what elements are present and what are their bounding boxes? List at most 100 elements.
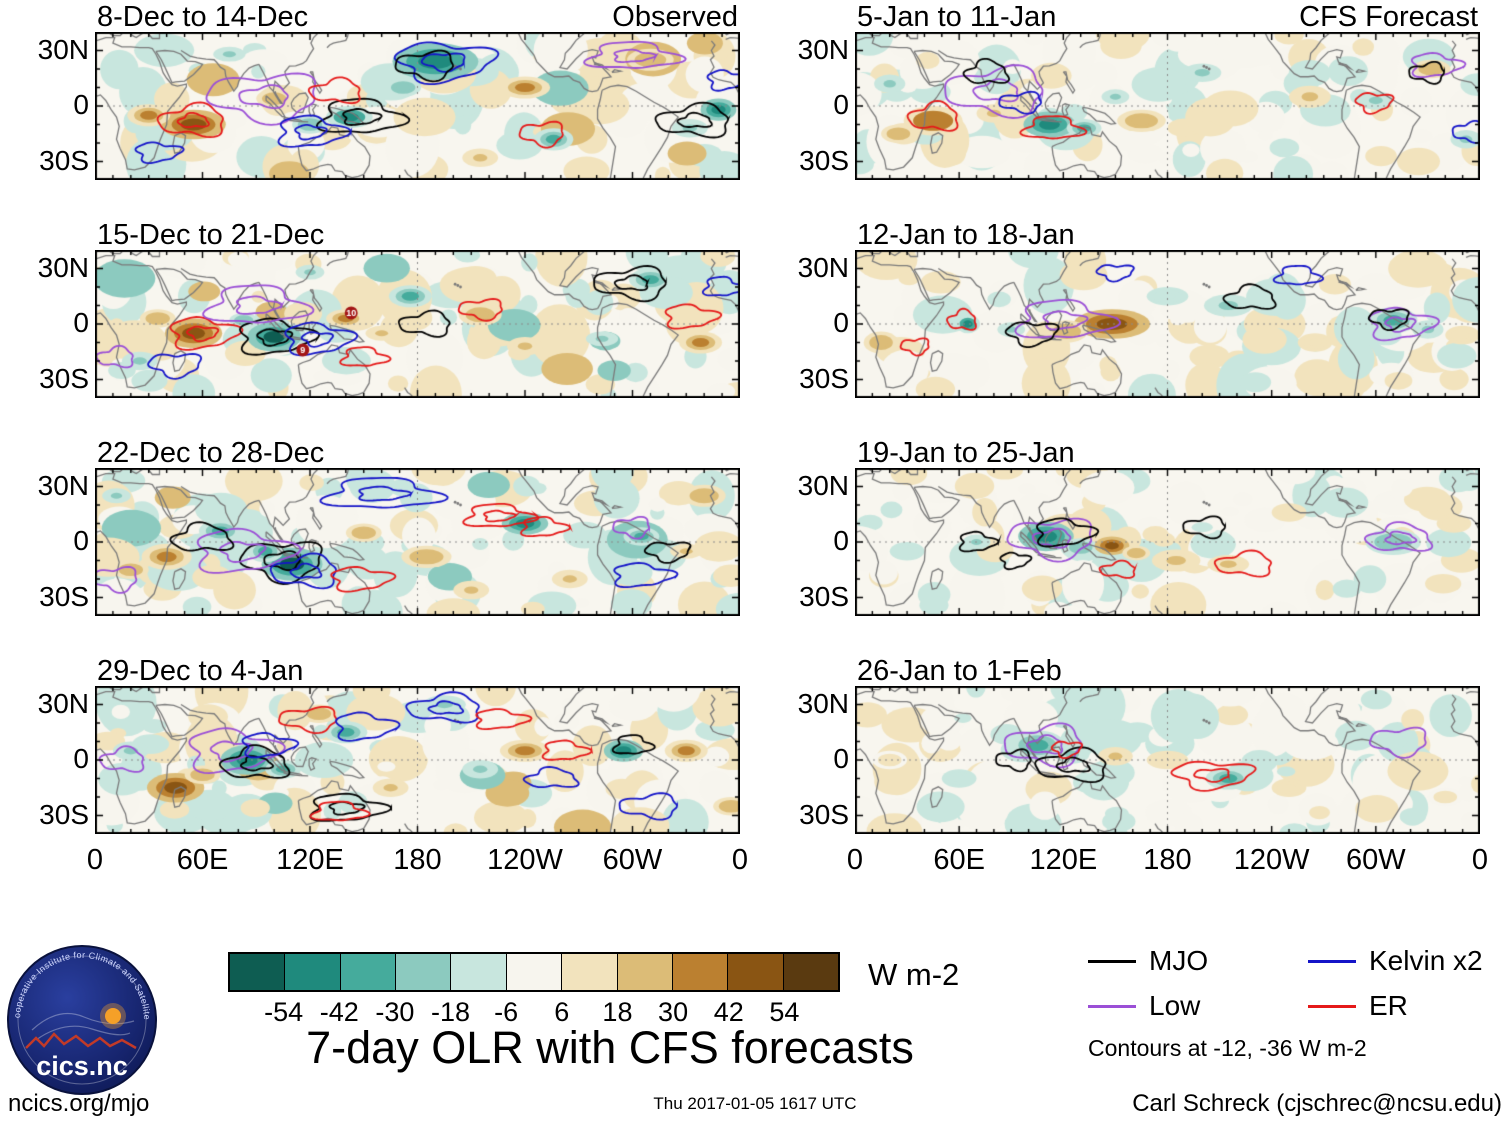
- panel-observed-week1: 8-Dec to 14-Dec Observed: [95, 2, 740, 180]
- colorbar-cell: [562, 954, 618, 990]
- olr-map-canvas: [855, 250, 1480, 398]
- panel-date-range: 15-Dec to 21-Dec: [97, 219, 325, 251]
- panel-date-range: 5-Jan to 11-Jan: [857, 1, 1057, 33]
- colorbar-tick-labels: -54 -42 -30 -18 -6 6 18 30 42 54: [228, 997, 840, 1029]
- colorbar-tick: -18: [431, 997, 471, 1027]
- y-axis-label: 30S: [799, 580, 849, 612]
- x-axis-label: 0: [86, 844, 104, 876]
- colorbar-cell: [451, 954, 507, 990]
- legend-label: Kelvin x2: [1369, 945, 1483, 976]
- er-line-swatch: [1308, 1004, 1356, 1008]
- panel-date-range: 12-Jan to 18-Jan: [857, 219, 1075, 251]
- y-axis-label: 30N: [37, 251, 89, 283]
- y-axis-label: 0: [833, 89, 849, 120]
- x-axis-label: 60W: [602, 844, 663, 876]
- olr-map-canvas: [855, 32, 1480, 180]
- logo-disc: [7, 945, 157, 1095]
- colorbar-tick: 30: [658, 997, 689, 1027]
- y-axis-label: 30N: [37, 33, 89, 65]
- y-axis-label: 0: [73, 525, 89, 556]
- contour-levels-note: Contours at -12, -36 W m-2: [1088, 1035, 1367, 1061]
- colorbar-tick: -30: [375, 997, 415, 1027]
- mjo-line-swatch: [1088, 959, 1136, 963]
- panel-forecast-week1: 5-Jan to 11-Jan CFS Forecast: [855, 2, 1480, 180]
- panel-date-range: 26-Jan to 1-Feb: [857, 655, 1062, 687]
- y-axis-label: 0: [833, 743, 849, 774]
- olr-map-canvas: [855, 686, 1480, 834]
- colorbar-cell: [783, 954, 838, 990]
- colorbar-tick: 42: [713, 997, 744, 1027]
- y-axis-label: 30N: [797, 469, 849, 501]
- y-axis-label: 30S: [39, 144, 89, 176]
- panel-observed-week2: 15-Dec to 21-Dec: [95, 220, 740, 398]
- colorbar-units-label: W m-2: [868, 957, 960, 992]
- x-axis-label: 60E: [933, 844, 985, 876]
- x-axis-label: 0: [731, 844, 749, 876]
- x-axis-label: 120W: [1233, 844, 1310, 876]
- colorbar-tick: 18: [602, 997, 633, 1027]
- y-axis-label: 0: [73, 743, 89, 774]
- olr-map-canvas: [855, 468, 1480, 616]
- olr-map-canvas: [95, 686, 740, 834]
- y-axis-label: 30S: [39, 798, 89, 830]
- kelvin-line-swatch: [1308, 959, 1356, 963]
- y-axis-label: 30N: [797, 33, 849, 65]
- y-axis-label: 0: [833, 307, 849, 338]
- cics-logo: Cooperative Institute for Climate and Sa…: [3, 936, 158, 1096]
- y-axis-label: 0: [833, 525, 849, 556]
- colorbar-cell: [396, 954, 452, 990]
- legend-item-kelvin: Kelvin x2: [1308, 945, 1508, 977]
- panel-forecast-week2: 12-Jan to 18-Jan: [855, 220, 1480, 398]
- y-axis-label: 30S: [799, 144, 849, 176]
- legend-label: ER: [1369, 990, 1408, 1021]
- colorbar-cell: [230, 954, 286, 990]
- olr-map-canvas: [95, 32, 740, 180]
- olr-map-canvas: [95, 468, 740, 616]
- panel-forecast-week3: 19-Jan to 25-Jan: [855, 438, 1480, 616]
- colorbar-cell: [728, 954, 784, 990]
- legend-label: MJO: [1149, 945, 1209, 976]
- figure-title: 7-day OLR with CFS forecasts: [306, 1022, 914, 1073]
- y-axis-label: 30S: [799, 798, 849, 830]
- panel-date-range: 29-Dec to 4-Jan: [97, 655, 304, 687]
- y-axis-label: 30N: [37, 469, 89, 501]
- colorbar-tick: 54: [769, 997, 800, 1027]
- column-heading-observed: Observed: [612, 1, 738, 33]
- generation-timestamp: Thu 2017-01-05 1617 UTC: [653, 1094, 857, 1113]
- colorbar-cell: [506, 954, 563, 990]
- panel-date-range: 22-Dec to 28-Dec: [97, 437, 325, 469]
- contour-legend: MJO Kelvin x2 Low ER Contours at -12, -3…: [1088, 945, 1508, 1062]
- colorbar: [228, 952, 840, 992]
- x-axis-label: 180: [1143, 844, 1192, 876]
- y-axis-label: 30S: [39, 580, 89, 612]
- colorbar-cell: [672, 954, 729, 990]
- x-axis-label: 120E: [1029, 844, 1098, 876]
- legend-label: Low: [1149, 990, 1201, 1021]
- panel-date-range: 8-Dec to 14-Dec: [97, 1, 309, 33]
- y-axis-label: 30N: [797, 251, 849, 283]
- logo-mountains: [25, 1032, 137, 1050]
- author-credit: Carl Schreck (cjschrec@ncsu.edu): [1132, 1090, 1502, 1117]
- x-axis-label: 180: [393, 844, 442, 876]
- legend-item-low: Low: [1088, 990, 1308, 1022]
- x-axis-label: 0: [1471, 844, 1489, 876]
- y-axis-label: 30S: [799, 362, 849, 394]
- low-line-swatch: [1088, 1004, 1136, 1008]
- colorbar-cell: [617, 954, 673, 990]
- colorbar-tick: 6: [554, 997, 570, 1027]
- panel-observed-week3: 22-Dec to 28-Dec: [95, 438, 740, 616]
- logo-swirl: [31, 1013, 135, 1041]
- panel-forecast-week4: 26-Jan to 1-Feb: [855, 656, 1480, 834]
- y-axis-label: 30N: [37, 687, 89, 719]
- x-axis-label: 120W: [487, 844, 563, 876]
- website-link[interactable]: ncics.org/mjo: [8, 1090, 150, 1117]
- colorbar-cell: [340, 954, 397, 990]
- colorbar-tick: -6: [494, 997, 519, 1027]
- logo-sun: [105, 1008, 121, 1024]
- legend-item-mjo: MJO: [1088, 945, 1308, 977]
- olr-map-canvas: [95, 250, 740, 398]
- panel-date-range: 19-Jan to 25-Jan: [857, 437, 1075, 469]
- x-axis-label: 60W: [1346, 844, 1406, 876]
- y-axis-label: 0: [73, 89, 89, 120]
